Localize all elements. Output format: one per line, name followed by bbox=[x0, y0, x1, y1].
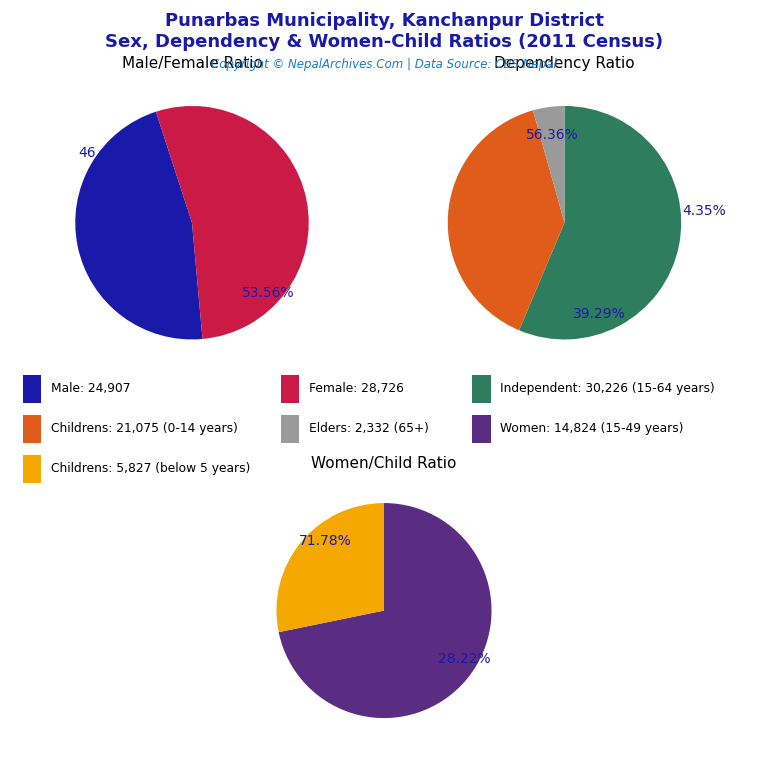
Bar bbox=[472, 375, 491, 403]
Text: Male: 24,907: Male: 24,907 bbox=[51, 382, 131, 396]
Wedge shape bbox=[519, 106, 681, 339]
Text: Childrens: 5,827 (below 5 years): Childrens: 5,827 (below 5 years) bbox=[51, 462, 250, 475]
Bar bbox=[472, 415, 491, 443]
Bar bbox=[23, 375, 41, 403]
Title: Male/Female Ratio: Male/Female Ratio bbox=[121, 57, 263, 71]
Text: 46.44%: 46.44% bbox=[78, 146, 131, 160]
Wedge shape bbox=[279, 503, 492, 718]
Wedge shape bbox=[75, 111, 203, 339]
Wedge shape bbox=[276, 503, 384, 632]
Bar bbox=[281, 375, 300, 403]
Text: Elders: 2,332 (65+): Elders: 2,332 (65+) bbox=[309, 422, 429, 435]
Title: Dependency Ratio: Dependency Ratio bbox=[494, 57, 635, 71]
Text: Punarbas Municipality, Kanchanpur District: Punarbas Municipality, Kanchanpur Distri… bbox=[164, 12, 604, 29]
Wedge shape bbox=[156, 106, 309, 339]
Wedge shape bbox=[448, 111, 564, 330]
Text: Sex, Dependency & Women-Child Ratios (2011 Census): Sex, Dependency & Women-Child Ratios (20… bbox=[105, 33, 663, 51]
Text: Female: 28,726: Female: 28,726 bbox=[309, 382, 404, 396]
Text: 4.35%: 4.35% bbox=[683, 204, 727, 218]
Text: Childrens: 21,075 (0-14 years): Childrens: 21,075 (0-14 years) bbox=[51, 422, 237, 435]
Text: 53.56%: 53.56% bbox=[242, 286, 294, 300]
Bar bbox=[281, 415, 300, 443]
Wedge shape bbox=[533, 106, 564, 223]
Title: Women/Child Ratio: Women/Child Ratio bbox=[311, 456, 457, 471]
Bar bbox=[23, 415, 41, 443]
Text: Copyright © NepalArchives.Com | Data Source: CBS Nepal: Copyright © NepalArchives.Com | Data Sou… bbox=[211, 58, 557, 71]
Text: 39.29%: 39.29% bbox=[573, 306, 626, 321]
Text: 28.22%: 28.22% bbox=[439, 652, 491, 666]
Text: Women: 14,824 (15-49 years): Women: 14,824 (15-49 years) bbox=[501, 422, 684, 435]
Text: Independent: 30,226 (15-64 years): Independent: 30,226 (15-64 years) bbox=[501, 382, 715, 396]
Text: 71.78%: 71.78% bbox=[299, 534, 351, 548]
Text: 56.36%: 56.36% bbox=[526, 128, 579, 142]
Bar bbox=[23, 455, 41, 483]
